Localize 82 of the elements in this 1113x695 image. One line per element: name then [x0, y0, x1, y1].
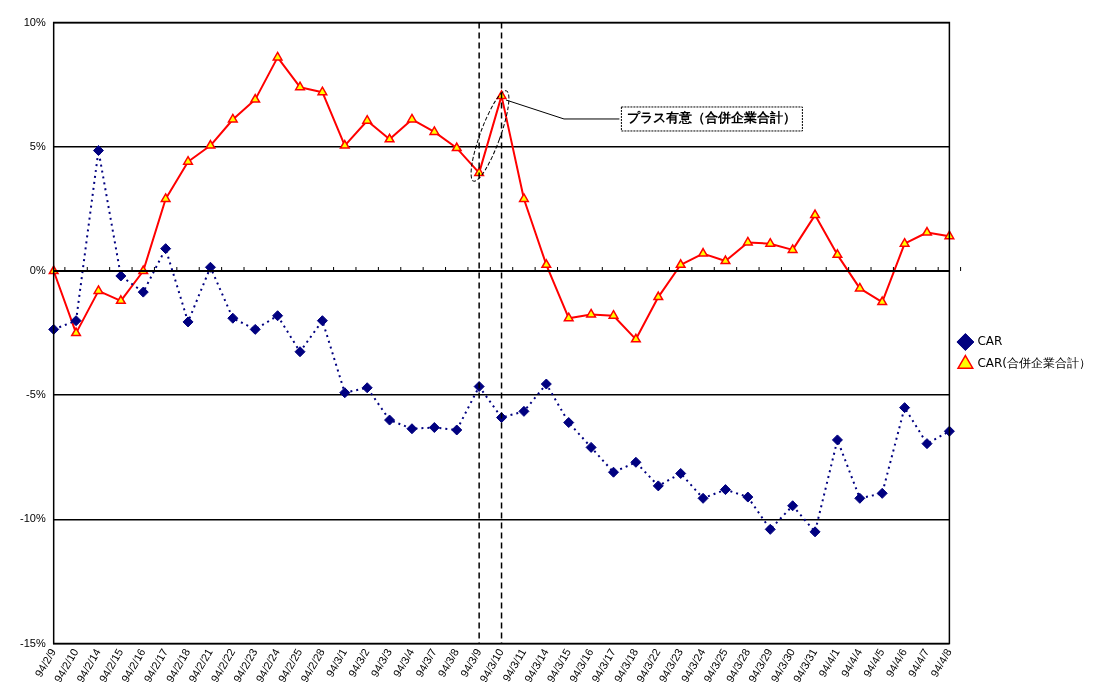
point — [339, 387, 351, 399]
point — [227, 113, 238, 123]
point — [854, 492, 866, 504]
point — [406, 113, 418, 123]
point — [384, 133, 395, 143]
annotation: プラス有意（合併企業合計） — [626, 110, 796, 126]
point — [160, 193, 171, 203]
point — [921, 438, 933, 450]
point — [92, 145, 104, 157]
point — [608, 309, 619, 319]
point — [339, 139, 350, 149]
point — [787, 500, 799, 512]
y-tick-label: -10% — [19, 512, 46, 525]
point — [899, 237, 910, 247]
point — [204, 261, 216, 273]
point — [921, 226, 933, 236]
point — [653, 291, 664, 301]
point — [809, 526, 821, 538]
legend-label: CAR(合併企業合計） — [977, 356, 1091, 371]
point — [697, 247, 709, 257]
y-tick-label: -5% — [26, 388, 46, 401]
point — [832, 249, 843, 259]
point — [272, 51, 283, 61]
point — [764, 523, 776, 535]
point — [877, 296, 888, 306]
point — [429, 126, 440, 136]
point — [160, 243, 172, 255]
point — [675, 467, 687, 479]
point — [316, 315, 328, 327]
point — [137, 286, 149, 298]
point — [854, 282, 865, 292]
point — [361, 382, 373, 394]
point — [249, 323, 261, 335]
point — [451, 142, 462, 152]
point — [876, 487, 888, 499]
point — [630, 456, 642, 468]
point — [630, 333, 641, 343]
point — [362, 114, 373, 124]
point — [608, 466, 619, 478]
point — [675, 259, 686, 269]
point — [518, 405, 530, 417]
point — [787, 244, 798, 254]
point — [809, 209, 821, 219]
point — [765, 237, 776, 247]
point — [541, 259, 552, 269]
point — [70, 315, 82, 327]
point — [585, 441, 597, 453]
point — [384, 414, 396, 426]
point — [205, 139, 216, 149]
y-tick-label: -15% — [19, 636, 46, 649]
point — [70, 327, 82, 337]
point — [272, 310, 284, 322]
point — [831, 434, 843, 446]
point — [406, 423, 418, 435]
point — [182, 316, 194, 328]
y-tick-label: 10% — [23, 15, 46, 28]
point — [943, 425, 955, 437]
point — [115, 295, 126, 305]
point — [294, 346, 306, 358]
point — [428, 422, 440, 433]
y-tick-label: 0% — [29, 264, 46, 277]
point — [697, 492, 709, 504]
point — [563, 312, 574, 322]
point — [451, 424, 463, 436]
point — [540, 378, 552, 390]
point — [227, 312, 239, 324]
point — [563, 417, 575, 429]
legend-label: CAR — [977, 334, 1003, 349]
point — [899, 402, 911, 414]
point — [586, 308, 597, 318]
point — [719, 484, 731, 496]
point — [518, 193, 530, 203]
point — [93, 285, 104, 295]
point — [317, 86, 328, 96]
point — [652, 480, 664, 492]
point — [720, 255, 731, 265]
y-tick-label: 5% — [29, 139, 46, 152]
point — [182, 155, 194, 165]
point — [742, 236, 753, 246]
point — [742, 491, 754, 503]
point — [294, 81, 306, 91]
point — [250, 93, 261, 103]
